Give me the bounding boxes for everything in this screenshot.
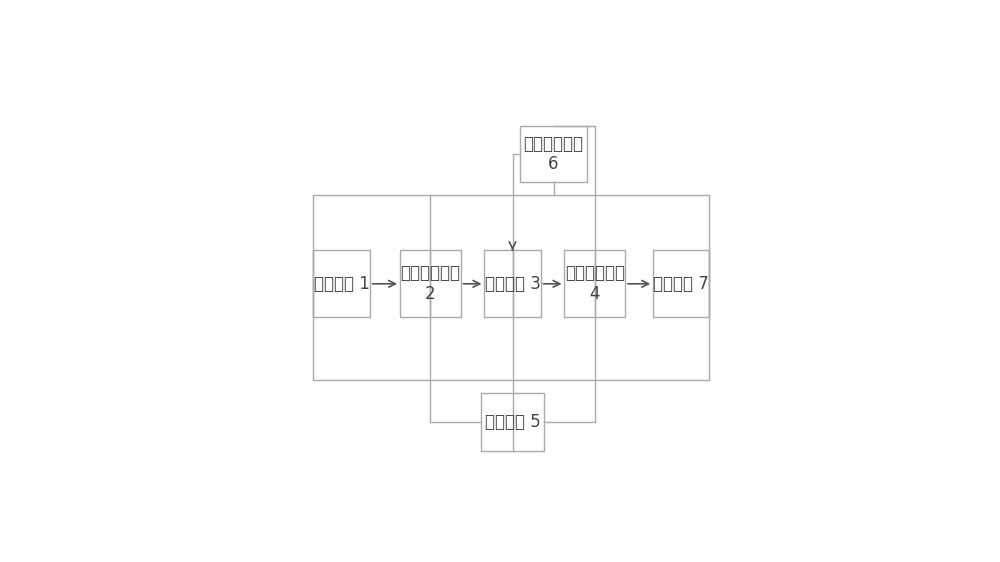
Bar — [400, 250, 461, 318]
Text: 传感系统 5: 传感系统 5 — [485, 413, 540, 431]
Text: 精制系统 3: 精制系统 3 — [485, 275, 540, 293]
Text: 第一离心系统
2: 第一离心系统 2 — [400, 264, 460, 303]
Text: 干燥系统 7: 干燥系统 7 — [653, 275, 709, 293]
Bar — [653, 250, 709, 318]
Text: 缩合系统 1: 缩合系统 1 — [314, 275, 370, 293]
Text: 第二离心系统
4: 第二离心系统 4 — [565, 264, 625, 303]
Text: 自动控制系统
6: 自动控制系统 6 — [524, 134, 584, 174]
Bar — [484, 250, 541, 318]
Bar — [313, 250, 370, 318]
Bar — [520, 126, 587, 182]
Bar — [564, 250, 625, 318]
Bar — [481, 393, 544, 451]
